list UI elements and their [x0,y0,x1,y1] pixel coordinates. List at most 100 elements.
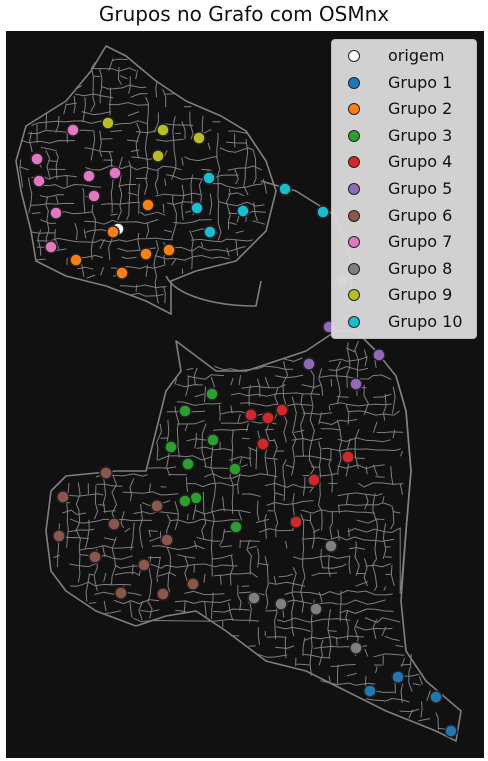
street [213,572,258,578]
street [291,567,297,637]
street [140,609,160,613]
street [85,165,182,171]
legend-label: Grupo 3 [388,125,453,145]
street [301,509,376,514]
street [190,238,253,243]
street [255,518,270,524]
street [114,572,141,577]
street [226,247,230,257]
street [147,466,177,469]
group-point [244,408,258,422]
street [337,437,391,443]
street [358,482,404,488]
street [384,635,400,641]
street [96,483,123,487]
street [364,617,401,623]
street [214,365,294,371]
street [375,666,378,674]
street [53,554,61,559]
street [100,267,104,276]
legend-item: Grupo 1 [332,70,476,96]
street [373,393,392,398]
street [103,600,107,612]
street [264,513,267,539]
group-point [69,253,83,267]
street [37,184,102,189]
street [302,654,331,659]
street [201,423,207,468]
group-point [107,517,121,531]
street [163,229,172,233]
legend-item: Grupo 5 [332,176,476,202]
street [337,492,383,497]
legend-item: Grupo 9 [332,282,476,308]
group-point [341,450,355,464]
street [284,590,393,596]
street [240,402,312,407]
group-point [275,403,289,417]
group-point [372,348,386,362]
street [390,505,395,530]
legend-marker [348,50,360,62]
street [144,96,149,195]
street [241,437,250,440]
street [110,130,122,132]
street [320,548,324,569]
street [99,68,103,104]
street [336,636,338,646]
group-point [278,182,292,196]
group-point [236,204,250,218]
group-point [164,440,178,454]
street [124,527,131,533]
legend-marker [348,76,360,89]
street [264,555,269,610]
street [399,450,404,457]
legend-marker [348,156,360,169]
group-point [44,240,58,254]
street [327,609,332,658]
street [74,93,114,99]
street [165,93,176,95]
street [189,111,194,140]
group-point [99,466,113,480]
street [203,573,206,583]
street [220,411,268,416]
street [309,513,315,549]
street [337,664,339,685]
street [138,600,144,621]
street [278,573,293,578]
street [348,527,350,537]
street [318,639,324,666]
legend-item: origem [332,43,476,69]
group-point [190,201,204,215]
street [82,187,86,214]
street [76,85,83,89]
street [110,213,118,216]
street [210,376,216,388]
group-point [324,539,338,553]
street [408,709,414,719]
legend-label: Grupo 9 [388,285,453,305]
street [129,600,133,618]
street [174,599,232,604]
street [173,246,246,252]
group-point [289,515,303,529]
street [137,232,141,251]
street [113,599,160,605]
street [237,510,243,521]
group-point [363,684,377,698]
group-point [429,690,443,704]
street [70,581,132,587]
street [157,572,177,577]
street [84,147,114,153]
group-point [206,433,220,447]
street [99,238,105,249]
street [184,556,189,583]
street [155,80,158,98]
group-point [108,166,122,180]
street [74,223,78,241]
street [318,368,324,396]
group-point [106,225,120,239]
street [300,514,306,613]
street [210,441,216,577]
